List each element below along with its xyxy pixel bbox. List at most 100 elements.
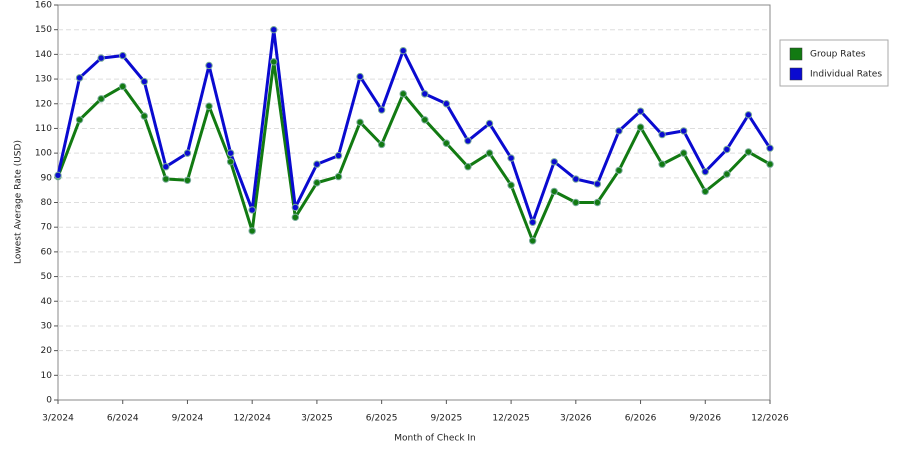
data-point bbox=[226, 149, 235, 157]
y-tick-label: 110 bbox=[35, 124, 52, 134]
data-point bbox=[270, 25, 278, 34]
y-tick-label: 160 bbox=[35, 1, 52, 11]
x-axis-label: Month of Check In bbox=[394, 434, 476, 444]
legend-label: Individual Rates bbox=[810, 70, 882, 80]
data-point bbox=[313, 179, 321, 187]
data-point bbox=[766, 144, 774, 152]
data-point bbox=[744, 111, 753, 119]
data-point bbox=[248, 227, 256, 235]
x-tick-label: 12/2024 bbox=[233, 414, 271, 424]
data-point bbox=[183, 149, 192, 157]
data-point bbox=[636, 107, 645, 115]
data-point bbox=[528, 237, 537, 245]
series-line bbox=[56, 60, 771, 243]
data-point bbox=[421, 90, 429, 98]
x-tick-label: 6/2024 bbox=[107, 414, 139, 424]
data-point bbox=[766, 160, 774, 168]
y-tick-label: 40 bbox=[41, 297, 53, 307]
data-point bbox=[615, 166, 623, 175]
data-point bbox=[270, 58, 278, 66]
data-point bbox=[701, 187, 709, 196]
data-point bbox=[679, 149, 688, 157]
y-tick-label: 80 bbox=[41, 198, 53, 208]
x-tick-label: 6/2025 bbox=[366, 414, 398, 424]
x-tick-label: 3/2026 bbox=[560, 414, 592, 424]
x-tick-label: 6/2026 bbox=[625, 414, 657, 424]
y-tick-label: 90 bbox=[41, 173, 53, 183]
data-point bbox=[54, 171, 62, 180]
y-tick-label: 0 bbox=[46, 396, 52, 406]
y-tick-label: 120 bbox=[35, 99, 52, 109]
data-point bbox=[701, 167, 709, 176]
data-point bbox=[550, 158, 558, 166]
data-point bbox=[356, 118, 364, 126]
data-point bbox=[119, 82, 127, 91]
data-point bbox=[226, 158, 235, 166]
data-point bbox=[356, 72, 364, 81]
data-point bbox=[291, 213, 300, 222]
data-point bbox=[593, 198, 602, 207]
data-point bbox=[572, 198, 580, 207]
data-point bbox=[572, 175, 580, 183]
data-point bbox=[528, 218, 537, 226]
data-point bbox=[658, 160, 666, 168]
x-tick-label: 3/2024 bbox=[42, 414, 74, 424]
data-point bbox=[399, 90, 407, 98]
data-point bbox=[377, 140, 386, 149]
y-tick-label: 100 bbox=[35, 149, 52, 159]
series-line bbox=[56, 28, 772, 224]
data-point bbox=[313, 160, 321, 168]
data-point bbox=[205, 102, 213, 110]
y-axis-label: Lowest Average Rate (USD) bbox=[14, 140, 24, 264]
data-point bbox=[679, 127, 688, 135]
data-point bbox=[291, 203, 300, 212]
data-point bbox=[507, 181, 515, 189]
data-point bbox=[485, 119, 494, 128]
data-point bbox=[485, 149, 494, 157]
data-point bbox=[334, 172, 343, 181]
data-point bbox=[507, 154, 515, 162]
data-point bbox=[464, 163, 472, 171]
data-point bbox=[399, 46, 407, 55]
data-point bbox=[442, 100, 451, 108]
data-point bbox=[723, 170, 731, 178]
x-tick-label: 12/2025 bbox=[492, 414, 529, 424]
x-tick-label: 9/2024 bbox=[172, 414, 204, 424]
y-tick-label: 60 bbox=[41, 247, 53, 257]
x-tick-label: 12/2026 bbox=[751, 414, 789, 424]
data-point bbox=[593, 180, 602, 188]
y-tick-label: 10 bbox=[41, 371, 53, 381]
legend-swatch bbox=[789, 47, 803, 61]
data-point bbox=[615, 127, 623, 135]
data-point bbox=[723, 145, 731, 154]
data-point bbox=[636, 123, 645, 131]
y-tick-label: 130 bbox=[35, 75, 52, 85]
x-tick-label: 9/2026 bbox=[689, 414, 721, 424]
y-tick-label: 20 bbox=[41, 346, 53, 356]
data-point bbox=[334, 151, 343, 160]
data-point bbox=[421, 116, 429, 124]
legend-label: Group Rates bbox=[810, 50, 866, 60]
y-tick-label: 150 bbox=[35, 25, 52, 35]
y-tick-label: 30 bbox=[41, 321, 53, 331]
data-point bbox=[248, 206, 256, 214]
data-point bbox=[75, 116, 84, 124]
data-point bbox=[550, 187, 558, 196]
data-point bbox=[183, 176, 192, 184]
data-point bbox=[442, 139, 451, 147]
y-tick-label: 50 bbox=[41, 272, 53, 282]
legend-swatch bbox=[789, 67, 803, 81]
data-point bbox=[205, 61, 213, 70]
data-point bbox=[97, 95, 105, 103]
data-point bbox=[744, 148, 753, 156]
x-tick-label: 9/2025 bbox=[431, 414, 463, 424]
data-point bbox=[140, 77, 149, 86]
x-tick-label: 3/2025 bbox=[301, 414, 333, 424]
data-point bbox=[140, 112, 149, 120]
data-point bbox=[377, 106, 386, 114]
y-tick-label: 140 bbox=[35, 50, 52, 60]
y-tick-label: 70 bbox=[41, 223, 53, 233]
data-point bbox=[75, 74, 84, 82]
data-point bbox=[162, 175, 170, 183]
